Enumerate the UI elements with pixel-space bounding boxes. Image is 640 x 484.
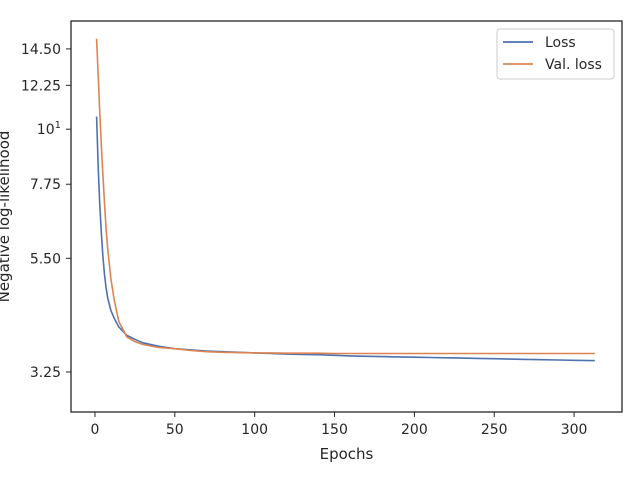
x-tick-label: 250 [481, 422, 508, 438]
series-layer [95, 38, 595, 362]
y-tick-label: 101 [37, 120, 61, 138]
series-line-val-loss [95, 38, 595, 355]
series-line-loss [95, 116, 595, 362]
x-axis-ticks: 0 50 100 150 200 250 300 [90, 412, 587, 438]
x-tick-label: 300 [561, 422, 588, 438]
x-tick-label: 150 [321, 422, 348, 438]
y-tick-label: 3.25 [30, 365, 61, 381]
plot-frame [70, 20, 623, 413]
legend-label-val-loss: Val. loss [545, 57, 602, 73]
x-axis-label: Epochs [320, 445, 374, 463]
legend: Loss Val. loss [496, 28, 615, 80]
y-tick-label: 14.50 [21, 42, 61, 58]
y-tick-label: 5.50 [30, 251, 61, 267]
y-axis-ticks: 3.25 5.50 7.75 101 12.25 14.50 [21, 42, 71, 381]
x-tick-label: 0 [90, 422, 99, 438]
x-tick-label: 100 [241, 422, 268, 438]
x-tick-label: 50 [166, 422, 184, 438]
y-tick-label: 12.25 [21, 78, 61, 94]
y-tick-label: 7.75 [30, 177, 61, 193]
legend-label-loss: Loss [545, 35, 576, 51]
y-axis-label: Negative log-likelihood [0, 131, 13, 303]
x-tick-label: 200 [401, 422, 428, 438]
